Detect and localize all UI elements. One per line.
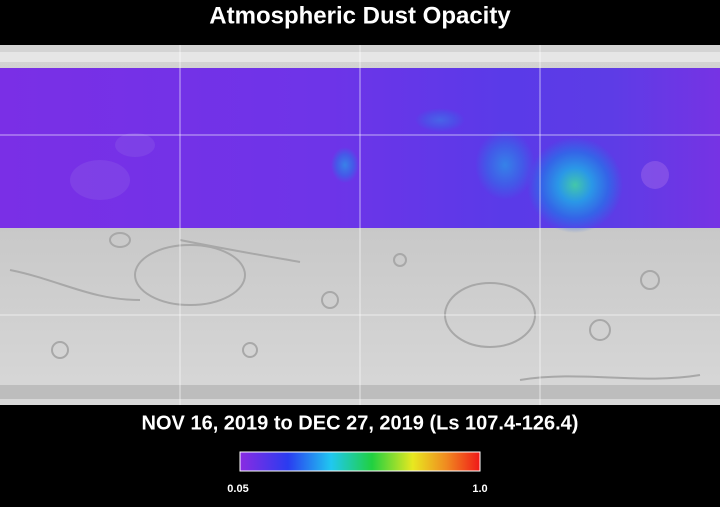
date-caption: NOV 16, 2019 to DEC 27, 2019 (Ls 107.4-1… <box>142 412 579 434</box>
map <box>0 45 720 405</box>
title: Atmospheric Dust Opacity <box>209 2 511 29</box>
colorbar <box>239 451 481 472</box>
colorbar-min-label: 0.05 <box>227 483 248 495</box>
graticule <box>0 45 720 405</box>
relief-features <box>9 232 701 381</box>
dust-blotches <box>70 108 669 233</box>
colorbar-max-label: 1.0 <box>472 483 487 495</box>
